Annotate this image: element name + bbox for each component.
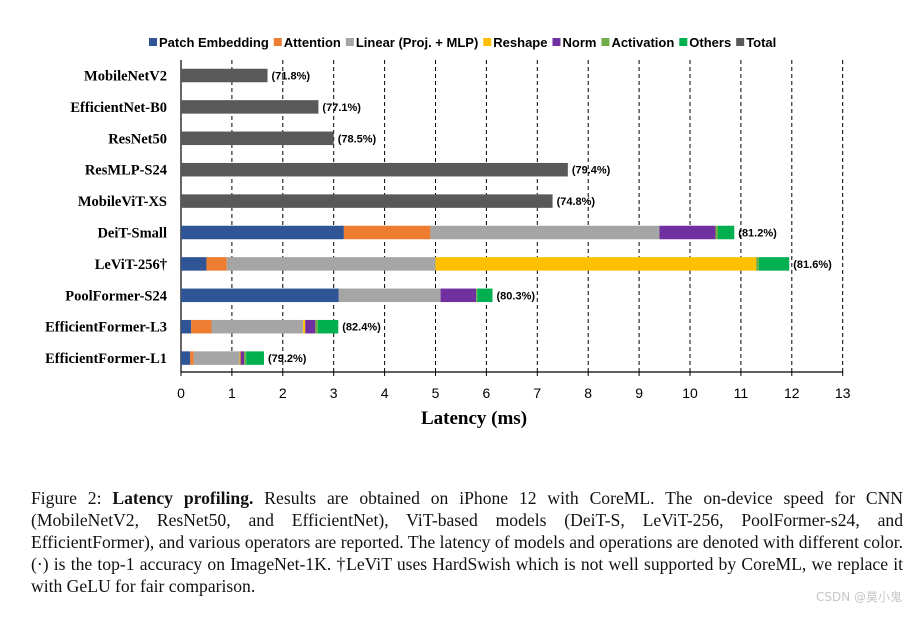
bar-segment — [181, 194, 553, 208]
bar-segment — [435, 257, 757, 271]
x-tick-label: 7 — [533, 385, 541, 401]
bar-segment — [206, 257, 227, 271]
bar-segment — [715, 225, 718, 240]
accuracy-label: (78.5%) — [338, 133, 377, 145]
legend-label: Others — [689, 35, 731, 50]
bar-segment — [226, 257, 436, 271]
bar-segment — [244, 351, 247, 365]
bar-segment — [246, 351, 264, 365]
watermark: CSDN @莫小鬼 — [815, 590, 902, 604]
bar-segment — [181, 351, 191, 365]
x-tick-label: 0 — [177, 385, 185, 401]
x-tick-label: 3 — [330, 385, 338, 401]
bar-segment — [181, 162, 568, 177]
accuracy-label: (79.4%) — [572, 165, 611, 177]
bar-segment — [239, 351, 241, 365]
bar-segment — [305, 319, 316, 334]
bar-segment — [315, 319, 318, 334]
legend-label: Patch Embedding — [159, 35, 269, 50]
bar-segment — [430, 225, 660, 240]
x-tick-label: 4 — [381, 385, 389, 401]
x-tick-label: 5 — [432, 385, 440, 401]
legend-label: Attention — [284, 35, 341, 50]
bar-segment — [190, 351, 194, 365]
bar-segment — [191, 319, 212, 334]
legend-label: Norm — [562, 35, 596, 50]
bar-segment — [211, 319, 304, 334]
accuracy-label: (82.4%) — [342, 322, 381, 334]
x-tick-label: 1 — [228, 385, 236, 401]
category-label: EfficientFormer-L1 — [45, 351, 167, 367]
bar-segment — [338, 288, 441, 303]
bar-segment — [181, 257, 207, 271]
bar-segment — [476, 288, 478, 303]
bar-segment — [181, 288, 339, 303]
category-label: ResMLP-S24 — [85, 163, 167, 179]
category-label: ResNet50 — [108, 131, 167, 147]
x-tick-label: 8 — [584, 385, 592, 401]
accuracy-label: (81.6%) — [793, 259, 832, 271]
bar-segment — [756, 257, 759, 271]
category-label: LeViT-256† — [95, 257, 167, 273]
legend-swatch — [149, 38, 157, 46]
legend-swatch — [483, 38, 492, 46]
x-tick-label: 9 — [635, 385, 643, 401]
bar-segment — [181, 68, 268, 83]
legend-swatch — [601, 38, 610, 46]
bar-segment — [181, 131, 334, 146]
bar-segment — [317, 319, 339, 334]
caption-text: Results are obtained on iPhone 12 with C… — [31, 488, 904, 596]
accuracy-label: (79.2%) — [268, 353, 307, 365]
x-tick-label: 13 — [835, 385, 851, 401]
category-label: MobileViT-XS — [78, 194, 167, 210]
bar-segment — [758, 257, 790, 271]
accuracy-label: (71.8%) — [272, 71, 311, 83]
legend-swatch — [736, 38, 745, 46]
bar-segment — [181, 100, 319, 114]
figure-caption: Figure 2: Latency profiling. Results are… — [31, 487, 903, 597]
legend-swatch — [345, 38, 354, 46]
accuracy-label: (81.2%) — [738, 228, 777, 240]
category-label: EfficientFormer-L3 — [45, 320, 167, 336]
category-label: DeiT-Small — [97, 226, 167, 242]
category-label: PoolFormer-S24 — [65, 288, 167, 304]
legend-swatch — [273, 38, 282, 46]
legend-swatch — [679, 38, 688, 46]
bar-segment — [659, 225, 716, 240]
legend-label: Linear (Proj. + MLP) — [356, 35, 478, 50]
bar-segment — [717, 225, 735, 240]
x-tick-label: 11 — [734, 385, 749, 401]
legend-swatch — [552, 38, 561, 46]
x-axis-title: Latency (ms) — [421, 408, 527, 429]
category-label: EfficientNet-B0 — [70, 100, 167, 116]
category-label: MobileNetV2 — [84, 69, 167, 85]
bar-segment — [440, 288, 477, 303]
caption-title: Latency profiling. — [112, 488, 254, 508]
x-tick-label: 2 — [279, 385, 287, 401]
x-tick-label: 10 — [682, 385, 698, 401]
legend-label: Reshape — [493, 35, 547, 50]
accuracy-label: (74.8%) — [557, 196, 596, 208]
legend-label: Activation — [611, 35, 674, 50]
x-tick-label: 6 — [483, 385, 491, 401]
accuracy-label: (80.3%) — [497, 290, 536, 302]
bar-segment — [193, 351, 240, 365]
bar-segment — [181, 319, 192, 334]
bar-segment — [343, 225, 431, 240]
bar-segment — [303, 319, 306, 334]
bar-segment — [181, 225, 344, 240]
accuracy-label: (77.1%) — [322, 102, 361, 114]
legend-label: Total — [746, 35, 776, 50]
bar-segment — [477, 288, 493, 303]
bar-segment — [240, 351, 245, 365]
x-tick-label: 12 — [784, 385, 800, 401]
caption-label: Figure 2: — [31, 488, 102, 508]
